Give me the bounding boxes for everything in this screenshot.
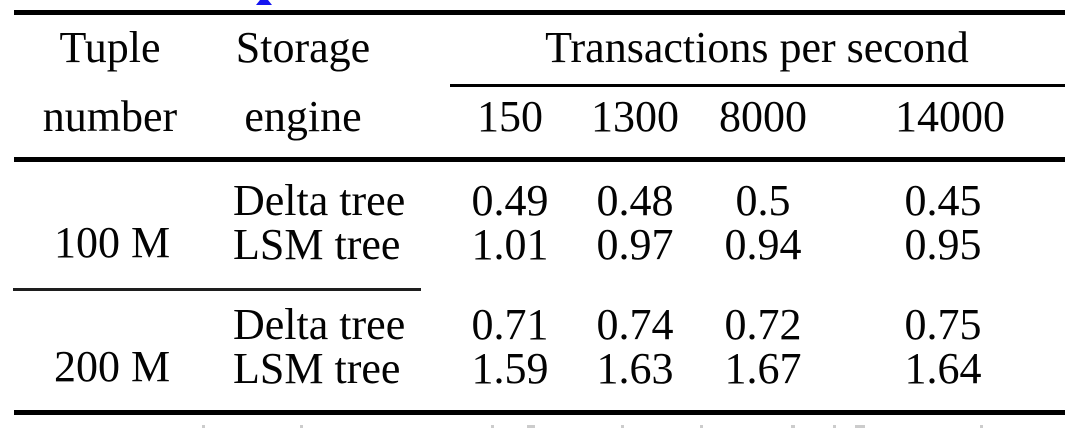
- engine-name: LSM tree: [233, 220, 401, 269]
- value-cell: 0.45: [904, 176, 982, 225]
- value-cell: 0.97: [596, 220, 674, 269]
- tps-col-1300: 1300: [591, 92, 679, 141]
- top-rule: [14, 10, 1065, 15]
- group-label-100m: 100 M: [53, 218, 171, 267]
- engine-name: Delta tree: [233, 300, 406, 349]
- value-cell: 0.95: [904, 220, 982, 269]
- span-header-transactions-per-second: Transactions per second: [545, 23, 969, 72]
- col-header-storage: Storage: [235, 23, 371, 72]
- value-cell: 0.49: [471, 176, 549, 225]
- tps-col-150: 150: [477, 92, 543, 141]
- col-header-tuple: Tuple: [59, 23, 161, 72]
- cropped-text-artifact: [791, 425, 795, 428]
- tps-span-rule: [450, 84, 1065, 87]
- engine-name: Delta tree: [233, 176, 406, 225]
- value-cell: 0.94: [724, 220, 802, 269]
- cropped-text-artifact: [491, 425, 494, 428]
- value-cell: 1.67: [724, 344, 802, 393]
- group-separator-rule: [13, 288, 421, 291]
- header-rule: [14, 157, 1065, 162]
- value-cell: 0.74: [596, 300, 674, 349]
- cropped-text-artifact: [527, 425, 535, 428]
- cropped-text-artifact: [855, 425, 865, 428]
- bottom-rule: [14, 410, 1065, 415]
- cropped-text-artifact: [980, 425, 983, 428]
- tps-col-8000: 8000: [719, 92, 807, 141]
- value-cell: 0.48: [596, 176, 674, 225]
- value-cell: 1.59: [471, 344, 549, 393]
- cropped-text-artifact: [202, 425, 205, 428]
- engine-name: LSM tree: [233, 344, 401, 393]
- cropped-text-artifact: [833, 425, 836, 428]
- col-header-number: number: [42, 92, 178, 141]
- tps-col-14000: 14000: [895, 92, 1005, 141]
- group-label-200m: 200 M: [53, 342, 171, 391]
- value-cell: 0.71: [471, 300, 549, 349]
- value-cell: 0.75: [904, 300, 982, 349]
- value-cell: 1.63: [596, 344, 674, 393]
- cropped-text-artifact: [700, 425, 703, 428]
- clipped-caption-link-fragment[interactable]: [256, 0, 272, 5]
- col-header-engine: engine: [244, 92, 362, 141]
- value-cell: 0.5: [735, 176, 791, 225]
- value-cell: 1.01: [471, 220, 549, 269]
- value-cell: 0.72: [724, 300, 802, 349]
- cropped-text-artifact: [300, 425, 303, 428]
- value-cell: 1.64: [904, 344, 982, 393]
- cropped-text-artifact: [621, 425, 624, 428]
